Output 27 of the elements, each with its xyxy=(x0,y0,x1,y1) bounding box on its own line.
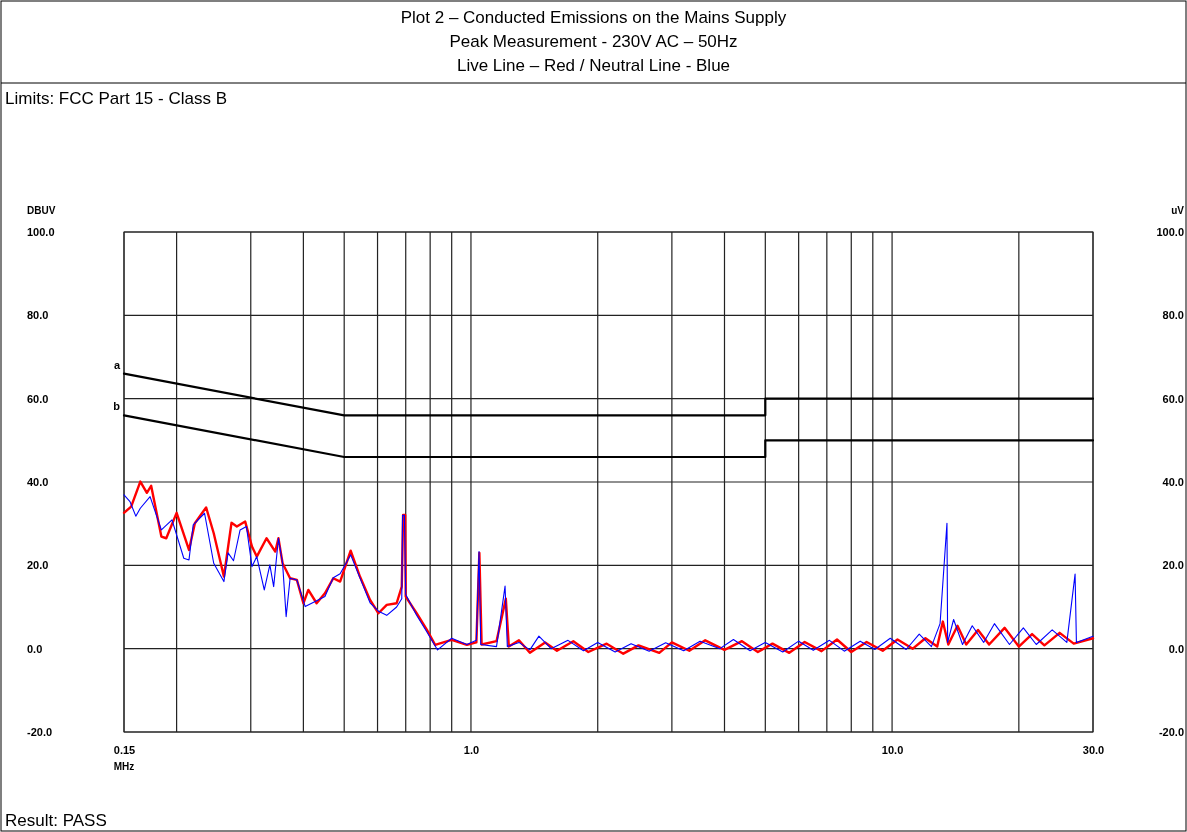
chart-title: Plot 2 – Conducted Emissions on the Mains Supply xyxy=(400,8,787,27)
x-axis-title: MHz xyxy=(113,761,135,772)
y-tick-label: 60.0 xyxy=(27,392,49,405)
x-tick-label: 0.15 xyxy=(113,743,136,756)
y-tick-label: 40.0 xyxy=(27,476,49,489)
x-tick-label: 1.0 xyxy=(463,743,480,756)
y-tick-label: 100.0 xyxy=(27,226,55,239)
y-tick-label: 20.0 xyxy=(27,559,49,572)
y-axis-title: DBUV xyxy=(27,205,56,216)
y2-axis-title: uV xyxy=(1171,205,1185,216)
y-tick-label: 80.0 xyxy=(27,309,49,322)
x-tick-label: 30.0 xyxy=(1082,743,1105,756)
y2-tick-label: 80.0 xyxy=(1162,309,1184,322)
y2-tick-label: 0.0 xyxy=(1168,642,1184,655)
y-tick-label: -20.0 xyxy=(27,726,53,739)
series-label: b xyxy=(113,400,121,413)
y2-tick-label: 100.0 xyxy=(1156,226,1184,239)
chart-subtitle: Peak Measurement - 230V AC – 50Hz Live Line – Red / Neutral Line - Blue xyxy=(449,32,738,75)
y2-tick-label: 40.0 xyxy=(1162,476,1184,489)
text: Result: PASS xyxy=(5,811,107,830)
series-label: a xyxy=(113,358,121,371)
y2-tick-label: -20.0 xyxy=(1158,726,1184,739)
x-tick-label: 10.0 xyxy=(881,743,904,756)
text: Limits: FCC Part 15 - Class B xyxy=(5,89,227,108)
y-tick-label: 0.0 xyxy=(27,642,43,655)
y2-tick-label: 20.0 xyxy=(1162,559,1184,572)
y2-tick-label: 60.0 xyxy=(1162,392,1184,405)
